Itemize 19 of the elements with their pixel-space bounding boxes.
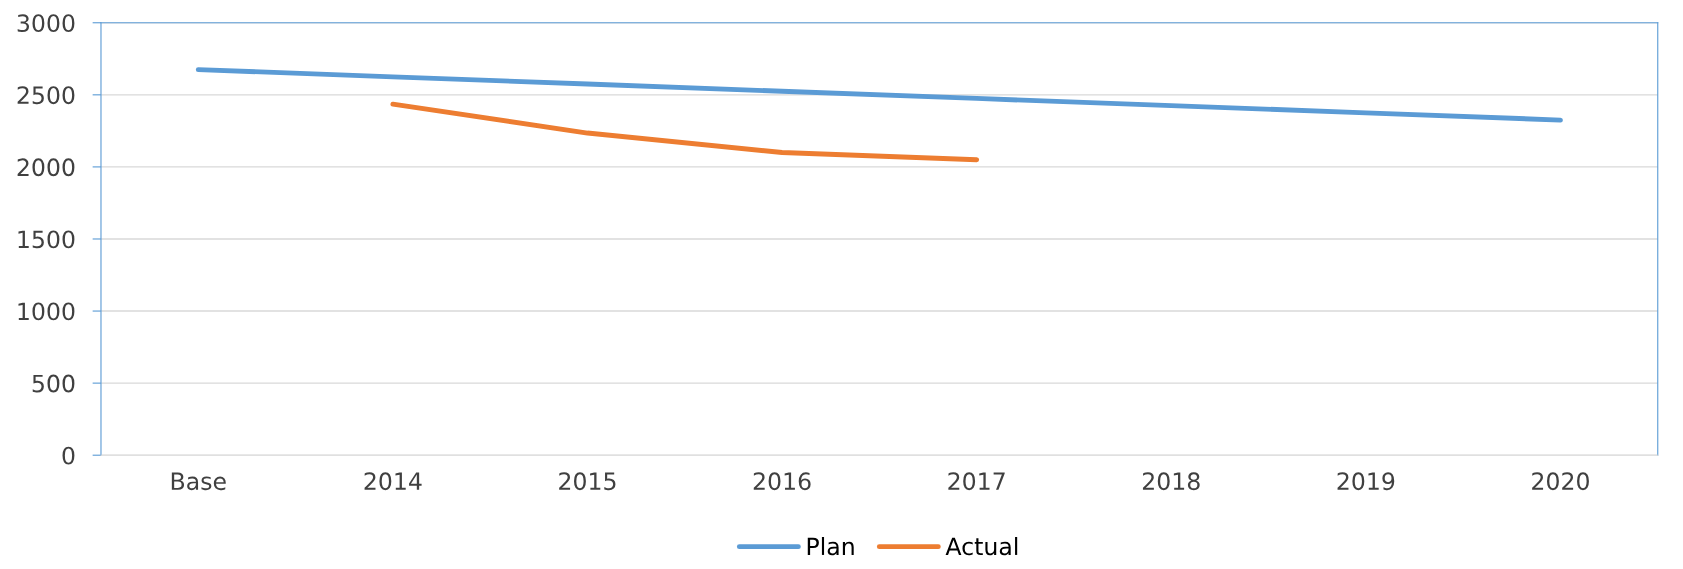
line-series — [390, 101, 980, 163]
y-tick-label: 3000 — [17, 14, 75, 33]
x-tick-label: Base — [171, 472, 226, 491]
x-tick-label: 2020 — [1532, 472, 1589, 491]
y-tick-label: 2500 — [17, 86, 75, 105]
x-tick-label: 2014 — [364, 472, 422, 491]
line-series — [195, 67, 1563, 123]
x-tick-label: 2018 — [1142, 472, 1200, 491]
x-tick-label: 2019 — [1337, 472, 1395, 491]
legend-label: Plan — [807, 536, 854, 556]
y-tick-label: 1500 — [18, 230, 75, 249]
y-tick-label: 1000 — [18, 302, 75, 321]
y-tick-label: 2000 — [17, 158, 75, 177]
legend-label: Actual — [945, 536, 1018, 556]
x-tick-label: 2016 — [753, 472, 811, 491]
y-tick-label: 0 — [62, 446, 75, 465]
x-tick-label: 2017 — [948, 472, 1005, 491]
y-tick-label: 500 — [32, 374, 75, 393]
x-tick-label: 2015 — [559, 472, 616, 491]
